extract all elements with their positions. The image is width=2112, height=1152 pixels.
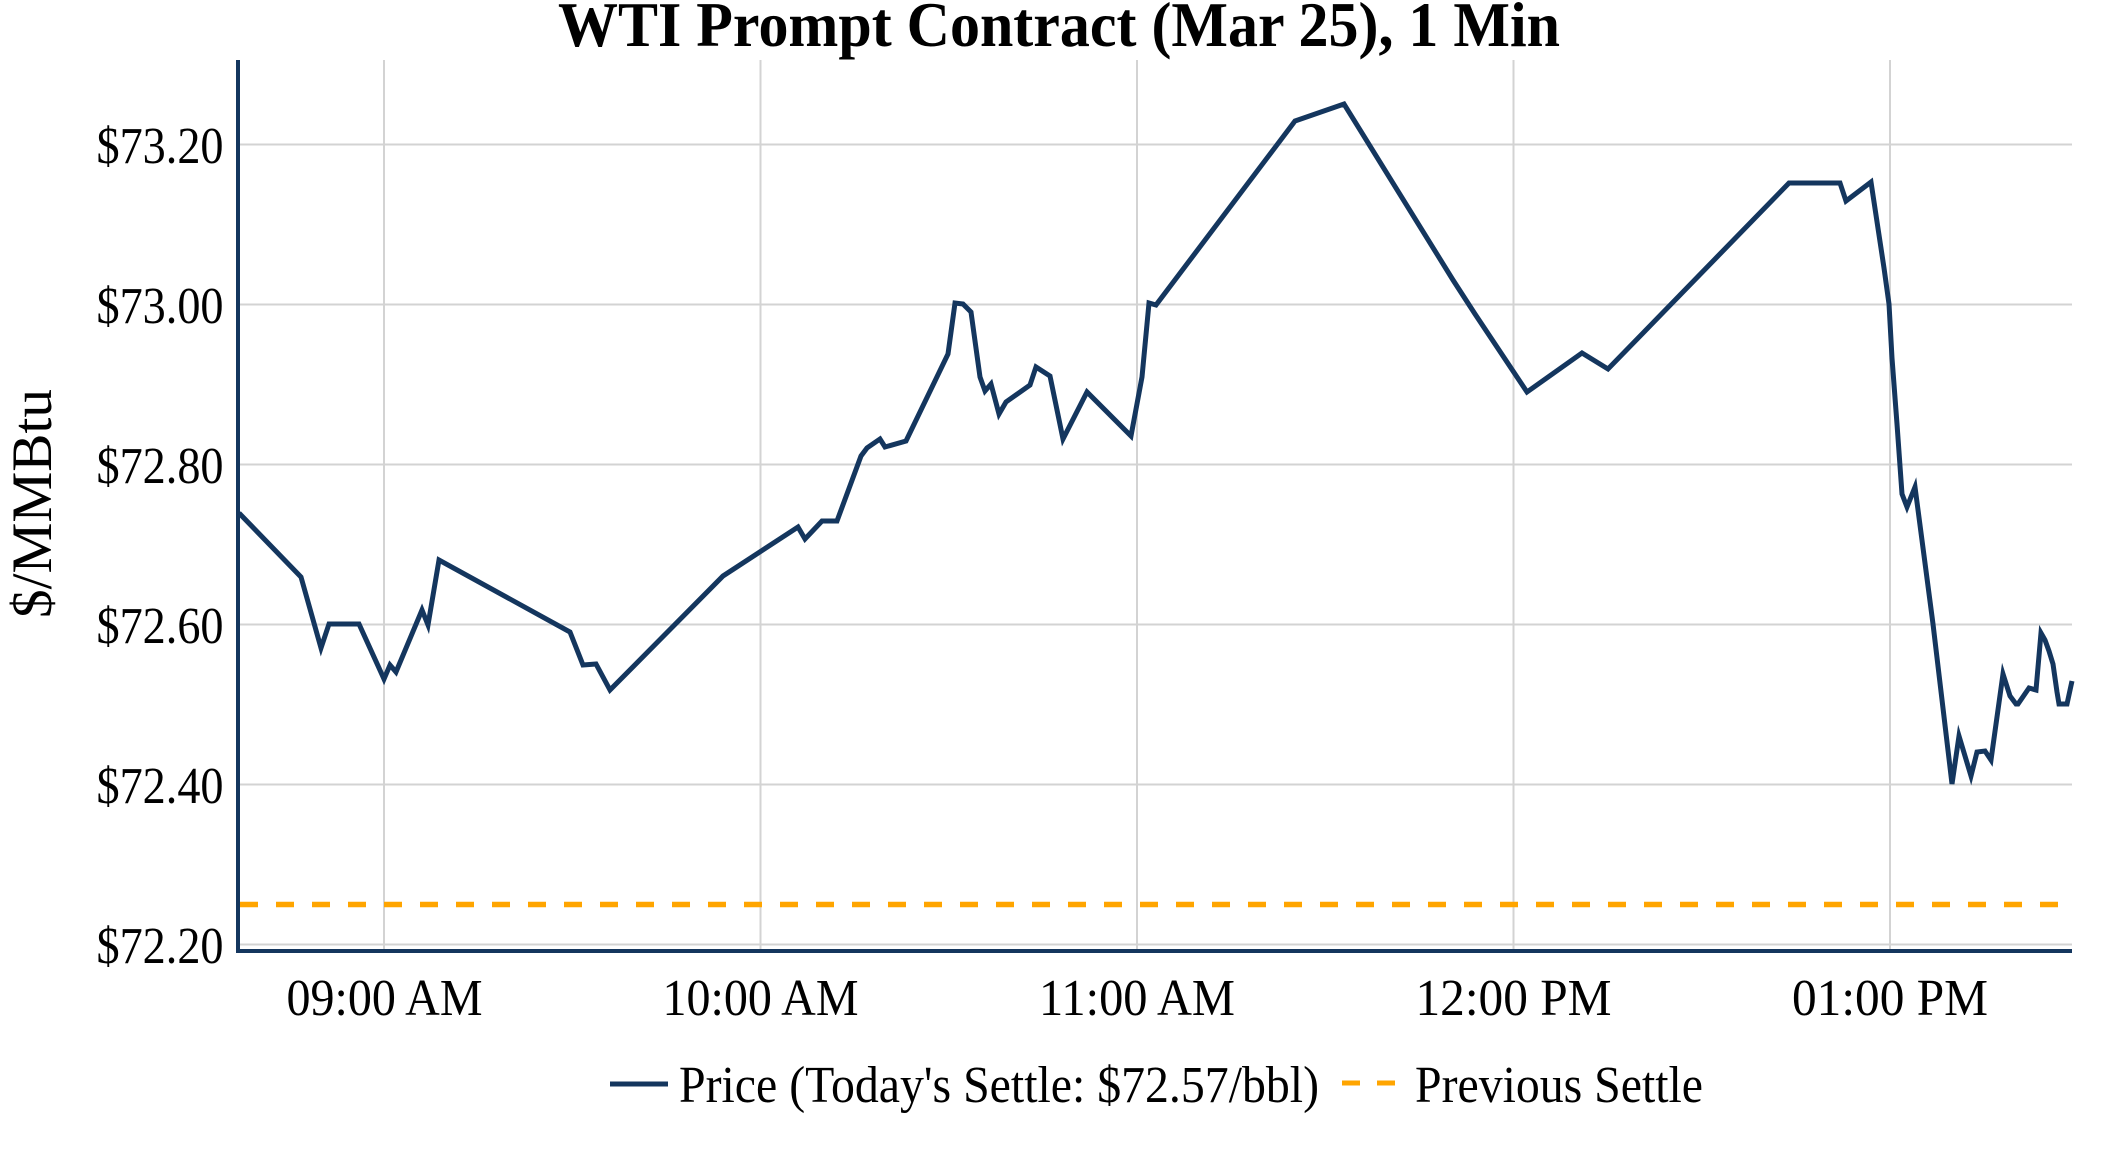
svg-text:09:00 AM: 09:00 AM	[287, 970, 483, 1027]
svg-text:01:00 PM: 01:00 PM	[1792, 970, 1988, 1027]
svg-text:$73.00: $73.00	[97, 278, 224, 335]
svg-text:$73.20: $73.20	[97, 118, 224, 175]
svg-text:12:00 PM: 12:00 PM	[1416, 970, 1612, 1027]
svg-text:$72.80: $72.80	[97, 438, 224, 495]
svg-text:WTI Prompt Contract (Mar 25),: WTI Prompt Contract (Mar 25), 1 Min	[558, 0, 1560, 60]
svg-text:Previous Settle: Previous Settle	[1415, 1057, 1703, 1114]
svg-text:$72.20: $72.20	[97, 918, 224, 975]
svg-text:10:00 AM: 10:00 AM	[663, 970, 859, 1027]
svg-text:$/MMBtu: $/MMBtu	[1, 389, 64, 618]
svg-text:Price (Today's Settle: $72.57/: Price (Today's Settle: $72.57/bbl)	[679, 1057, 1319, 1114]
svg-text:$72.40: $72.40	[97, 758, 224, 815]
svg-text:$72.60: $72.60	[97, 598, 224, 655]
svg-text:11:00 AM: 11:00 AM	[1039, 970, 1235, 1027]
